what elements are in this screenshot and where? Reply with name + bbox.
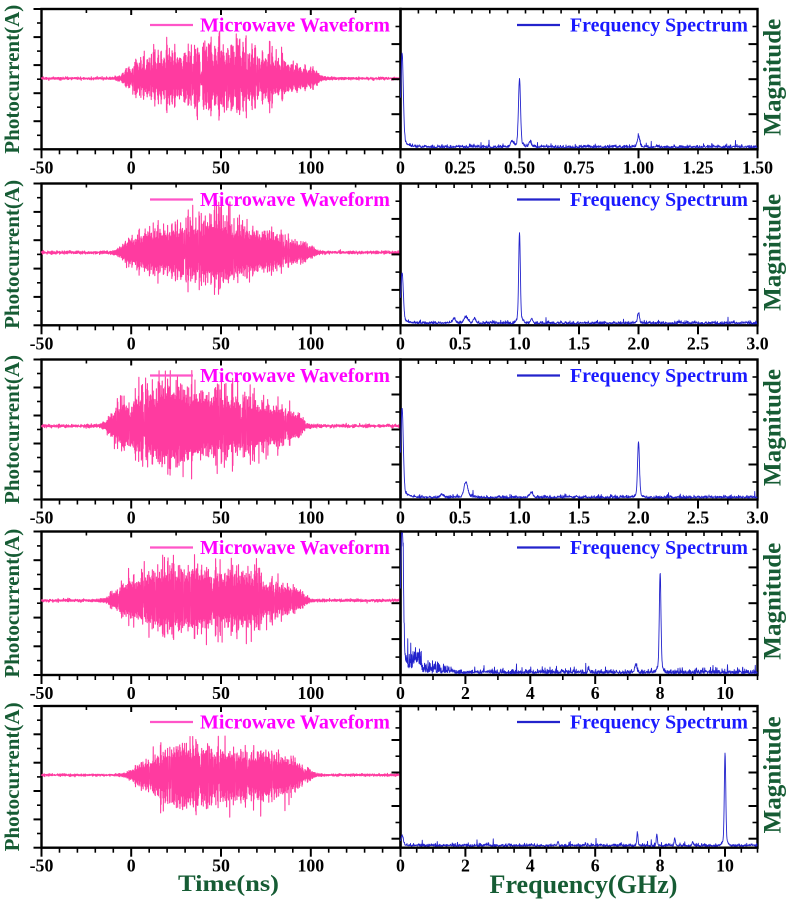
- svg-text:0.5: 0.5: [449, 508, 471, 528]
- svg-text:Photocurrent(A): Photocurrent(A): [0, 180, 24, 329]
- svg-text:Time(ns): Time(ns): [178, 871, 279, 896]
- svg-text:Magnitude: Magnitude: [760, 19, 787, 136]
- svg-text:3.0: 3.0: [746, 333, 768, 353]
- svg-text:6: 6: [591, 856, 600, 876]
- svg-text:8: 8: [656, 856, 665, 876]
- svg-text:0: 0: [396, 157, 405, 177]
- svg-text:Microwave Waveform: Microwave Waveform: [200, 537, 390, 559]
- svg-text:2.0: 2.0: [627, 333, 649, 353]
- svg-text:0: 0: [127, 333, 136, 353]
- svg-text:Frequency(GHz): Frequency(GHz): [490, 870, 678, 899]
- svg-text:10: 10: [716, 856, 734, 876]
- svg-text:100: 100: [297, 856, 324, 876]
- svg-text:50: 50: [212, 683, 230, 703]
- svg-text:100: 100: [297, 333, 324, 353]
- svg-text:1.5: 1.5: [568, 333, 590, 353]
- svg-text:-50: -50: [30, 856, 54, 876]
- svg-text:0.50: 0.50: [504, 157, 535, 177]
- svg-text:1.00: 1.00: [623, 157, 654, 177]
- svg-text:Magnitude: Magnitude: [760, 716, 787, 833]
- svg-text:2.0: 2.0: [627, 508, 649, 528]
- svg-text:Frequency Spectrum: Frequency Spectrum: [570, 537, 748, 559]
- svg-text:Magnitude: Magnitude: [760, 543, 787, 660]
- svg-text:Microwave Waveform: Microwave Waveform: [200, 15, 390, 37]
- svg-text:Frequency Spectrum: Frequency Spectrum: [570, 365, 748, 387]
- svg-text:Photocurrent(A): Photocurrent(A): [0, 355, 24, 504]
- svg-text:6: 6: [591, 683, 600, 703]
- svg-text:Magnitude: Magnitude: [760, 194, 787, 311]
- svg-text:2.5: 2.5: [687, 508, 709, 528]
- svg-text:Frequency Spectrum: Frequency Spectrum: [570, 712, 748, 734]
- svg-text:10: 10: [716, 683, 734, 703]
- svg-text:0: 0: [127, 856, 136, 876]
- svg-text:Photocurrent(A): Photocurrent(A): [0, 702, 24, 851]
- svg-text:0: 0: [396, 856, 405, 876]
- svg-text:0: 0: [127, 683, 136, 703]
- svg-text:1.50: 1.50: [742, 157, 773, 177]
- svg-text:0: 0: [396, 333, 405, 353]
- svg-text:-50: -50: [30, 333, 54, 353]
- svg-text:1.0: 1.0: [508, 333, 530, 353]
- svg-text:0: 0: [396, 683, 405, 703]
- svg-text:Microwave Waveform: Microwave Waveform: [200, 712, 390, 734]
- svg-text:Magnitude: Magnitude: [760, 369, 787, 486]
- svg-text:100: 100: [297, 683, 324, 703]
- svg-text:2: 2: [461, 683, 470, 703]
- svg-text:0.25: 0.25: [444, 157, 475, 177]
- svg-text:2.5: 2.5: [687, 333, 709, 353]
- svg-text:0.5: 0.5: [449, 333, 471, 353]
- svg-text:0: 0: [127, 157, 136, 177]
- svg-text:100: 100: [297, 157, 324, 177]
- svg-text:4: 4: [526, 683, 535, 703]
- svg-text:Frequency Spectrum: Frequency Spectrum: [570, 189, 748, 211]
- svg-text:4: 4: [526, 856, 535, 876]
- svg-text:-50: -50: [30, 508, 54, 528]
- svg-text:Photocurrent(A): Photocurrent(A): [0, 5, 24, 154]
- svg-text:100: 100: [297, 508, 324, 528]
- svg-text:-50: -50: [30, 157, 54, 177]
- svg-text:3.0: 3.0: [746, 508, 768, 528]
- svg-text:0.75: 0.75: [563, 157, 594, 177]
- svg-text:50: 50: [212, 508, 230, 528]
- svg-text:8: 8: [656, 683, 665, 703]
- svg-text:1.0: 1.0: [508, 508, 530, 528]
- svg-text:0: 0: [396, 508, 405, 528]
- svg-text:1.25: 1.25: [682, 157, 713, 177]
- svg-text:-50: -50: [30, 683, 54, 703]
- svg-text:50: 50: [212, 856, 230, 876]
- svg-text:Photocurrent(A): Photocurrent(A): [0, 529, 24, 678]
- svg-text:0: 0: [127, 508, 136, 528]
- svg-text:50: 50: [212, 157, 230, 177]
- svg-text:Frequency Spectrum: Frequency Spectrum: [570, 15, 748, 37]
- svg-text:Microwave Waveform: Microwave Waveform: [200, 189, 390, 211]
- svg-text:Microwave Waveform: Microwave Waveform: [200, 365, 390, 387]
- svg-text:50: 50: [212, 333, 230, 353]
- svg-text:1.5: 1.5: [568, 508, 590, 528]
- svg-text:2: 2: [461, 856, 470, 876]
